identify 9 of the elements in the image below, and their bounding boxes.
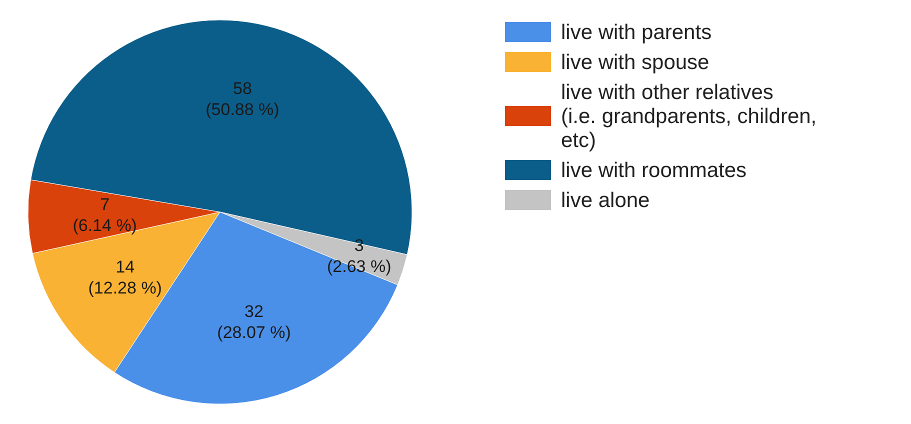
data-label: 14 (12.28 %) [88, 257, 162, 298]
legend-label: live alone [561, 189, 650, 212]
data-label: 7 (6.14 %) [72, 194, 137, 235]
data-label: 32 (28.07 %) [217, 302, 291, 342]
legend-label: live with roommates [561, 159, 747, 182]
data-label: 58 (50.88 %) [206, 79, 280, 120]
legend-label: live with parents [561, 21, 712, 44]
legend-label: live with other relatives (i.e. grandparents, children, etc) [561, 81, 817, 152]
legend-label: live with spouse [561, 51, 710, 74]
